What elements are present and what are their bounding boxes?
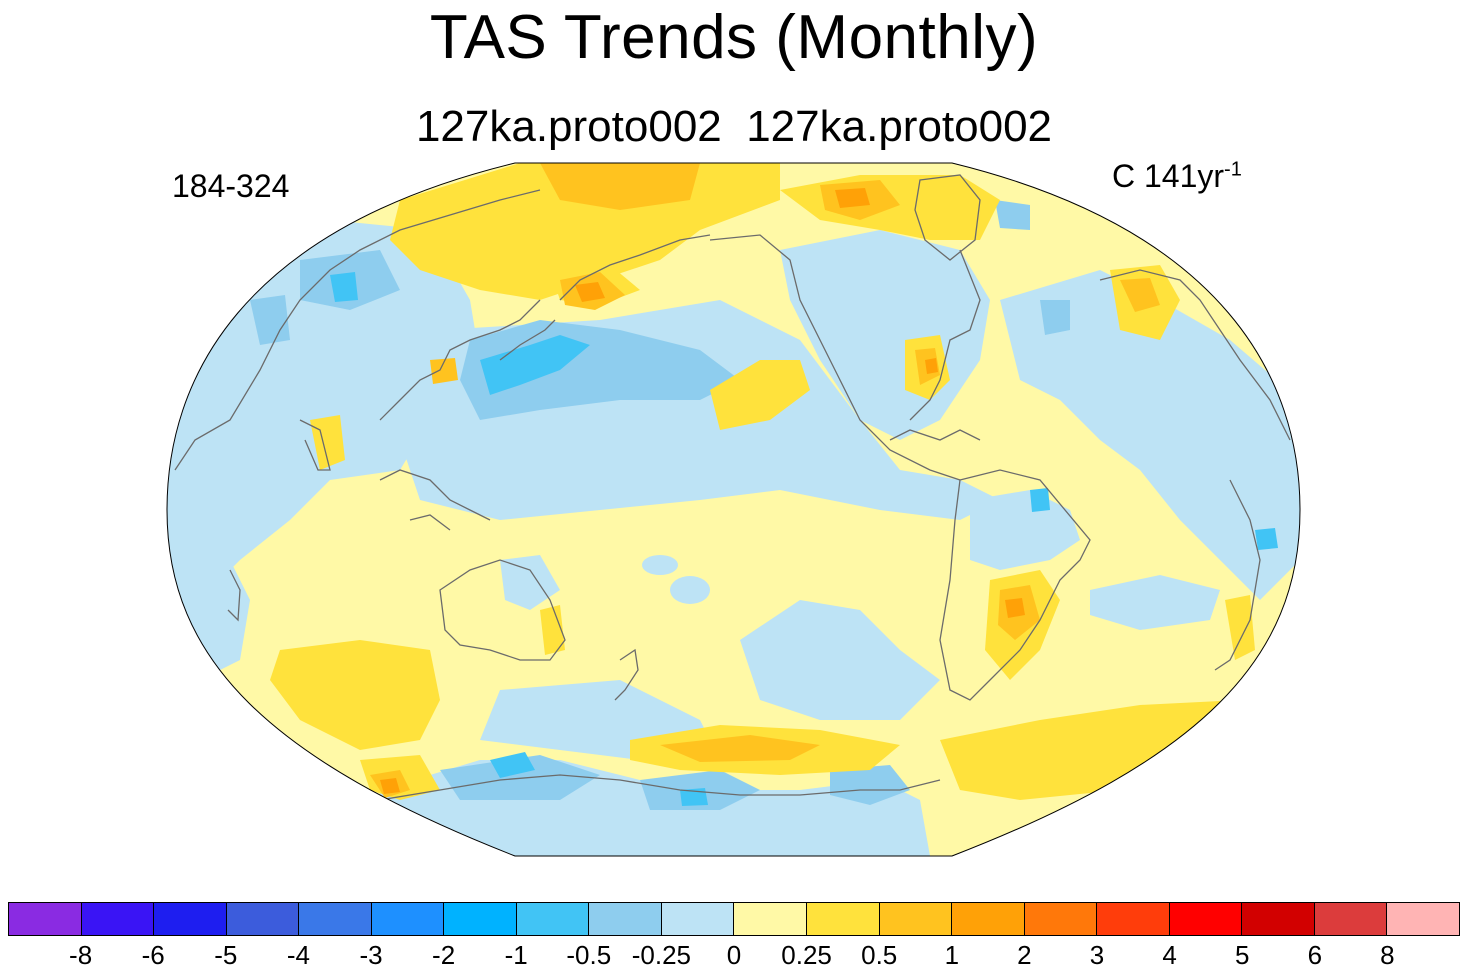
colorbar-swatch: [1314, 903, 1388, 935]
colorbar-tick-label: 6: [1307, 940, 1323, 970]
colorbar-tick-label: -0.5: [566, 940, 612, 970]
colorbar-tick-label: 8: [1380, 940, 1395, 970]
colorbar-swatch: [371, 903, 445, 935]
colorbar-swatch: [1169, 903, 1243, 935]
colorbar-tick-label: 3: [1089, 940, 1105, 970]
colorbar-swatch: [9, 903, 82, 935]
units-exponent: -1: [1224, 158, 1242, 181]
subtitle: 127ka.proto002 127ka.proto002: [415, 102, 1053, 151]
colorbar-tick-label: 2: [1017, 940, 1032, 970]
colorbar-tick-label: -2: [432, 940, 456, 970]
colorbar-tick-label: -4: [286, 940, 310, 970]
coastlines: [174, 174, 1291, 801]
trend-region-neg-medium: [250, 200, 1070, 810]
units-text: C 141yr: [1112, 158, 1225, 194]
colorbar-tick-label: -6: [141, 940, 165, 970]
colorbar-tick-label: -8: [69, 940, 93, 970]
trend-region-pos-large: [380, 188, 1025, 794]
colorbar-swatch: [1024, 903, 1098, 935]
globe-outline: [166, 162, 1301, 857]
page-title: TAS Trends (Monthly): [429, 3, 1039, 72]
colorbar-swatch: [952, 903, 1025, 935]
colorbar-swatch: [444, 903, 517, 935]
units-label: C 141yr-1: [1112, 158, 1242, 195]
colorbar-tick-label: 4: [1162, 940, 1177, 970]
trend-field: [167, 163, 1300, 856]
colorbar-swatch: [589, 903, 662, 935]
colorbar-swatch: [1242, 903, 1315, 935]
colorbar-swatch: [154, 903, 227, 935]
colorbar-swatch: [226, 903, 300, 935]
colorbar-swatch: [807, 903, 880, 935]
period-label: 184-324: [172, 168, 290, 204]
colorbar-tick-label: 1: [944, 940, 960, 970]
trend-region-neg-large: [330, 272, 1278, 806]
colorbar-tick-label: -3: [359, 940, 383, 970]
colorbar-tick-label: 0.25: [781, 940, 832, 970]
colorbar-swatch: [661, 903, 735, 935]
colorbar-swatch: [81, 903, 155, 935]
colorbar-tick-label: -5: [214, 940, 238, 970]
colorbar-swatch: [1387, 903, 1459, 935]
colorbar-swatch: [879, 903, 953, 935]
colorbar-tick-label: 0.5: [861, 940, 898, 970]
colorbar-tick-label: -1: [504, 940, 528, 970]
colorbar-swatch: [734, 903, 808, 935]
colorbar-swatch: [299, 903, 372, 935]
colorbar-tick-label: 0: [726, 940, 742, 970]
colorbar-swatch: [1097, 903, 1170, 935]
colorbar-tick-label: 5: [1234, 940, 1250, 970]
colorbar: [8, 902, 1460, 936]
colorbar-swatch: [516, 903, 590, 935]
colorbar-tick-label: -0.25: [631, 940, 692, 970]
